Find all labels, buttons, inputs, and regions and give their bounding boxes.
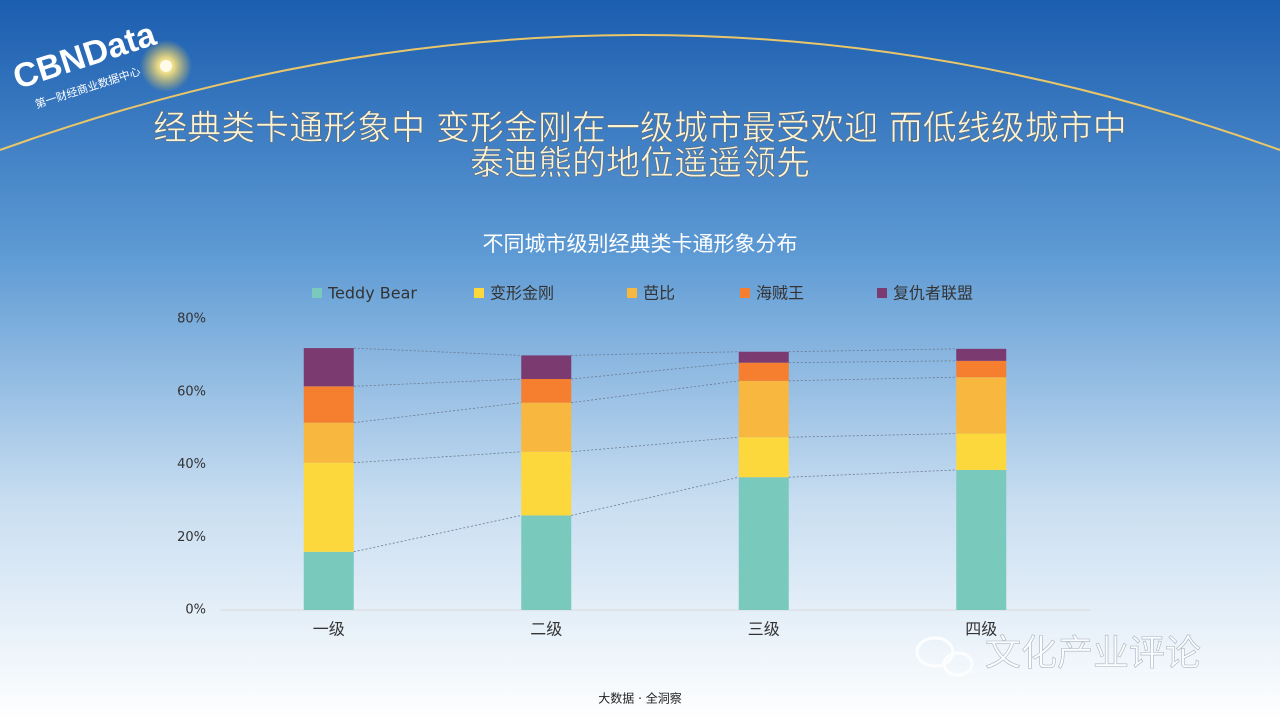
bar-segment: [956, 348, 1007, 361]
legend-swatch: [627, 288, 637, 298]
legend-label: 复仇者联盟: [893, 284, 973, 303]
wechat-icon: [915, 636, 955, 668]
bar-segment: [303, 348, 354, 387]
x-tick-label: 三级: [748, 620, 780, 639]
bar-segment: [521, 355, 572, 380]
sun-core: [160, 60, 172, 72]
x-tick-label: 一级: [313, 620, 345, 639]
legend-label: 芭比: [643, 284, 675, 303]
y-tick-label: 80%: [177, 312, 206, 327]
legend-swatch: [474, 288, 484, 298]
bar-segment: [738, 362, 789, 381]
bar-segment: [521, 379, 572, 403]
connector-line: [353, 515, 522, 553]
y-tick-label: 20%: [177, 530, 206, 545]
headline: 经典类卡通形象中 变形金刚在一级城市最受欢迎 而低线级城市中: [153, 109, 1127, 149]
bar-segment: [303, 462, 354, 552]
horizon-arc: [0, 34, 1280, 151]
connector-line: [571, 436, 739, 453]
connector-line: [353, 402, 522, 424]
connector-line: [571, 476, 739, 516]
bar-segment: [303, 386, 354, 423]
legend-swatch: [312, 288, 322, 298]
x-tick-label: 四级: [965, 620, 997, 639]
headline: 泰迪熊的地位遥遥领先: [470, 144, 810, 184]
y-tick-label: 0%: [185, 603, 206, 618]
bar-segment: [956, 377, 1007, 434]
legend-swatch: [740, 288, 750, 298]
legend-swatch: [877, 288, 887, 298]
bar-segment: [303, 422, 354, 463]
y-tick-label: 40%: [177, 457, 206, 472]
bar-segment: [738, 351, 789, 363]
footer: 大数据 · 全洞察: [598, 691, 681, 706]
legend-label: 海贼王: [756, 284, 804, 303]
legend-label: Teddy Bear: [327, 284, 417, 303]
legend-label: 变形金刚: [490, 284, 554, 303]
connector-line: [571, 362, 739, 380]
bar-segment: [956, 360, 1007, 378]
bar-segment: [738, 380, 789, 438]
bar-segment: [738, 477, 789, 610]
connector-line: [571, 380, 739, 404]
bar-segment: [738, 437, 789, 478]
watermark-text: 文化产业评论: [985, 633, 1201, 674]
bar-segment: [521, 451, 572, 516]
bar-segment: [303, 551, 354, 610]
wechat-icon: [942, 651, 974, 677]
x-tick-label: 二级: [530, 620, 562, 639]
bar-segment: [956, 469, 1007, 610]
y-tick-label: 60%: [177, 384, 206, 399]
bar-segment: [521, 402, 572, 452]
chart: 0% 20% 40% 60% 80% Teddy Bear 变形金刚 芭比 海贼王 复仇者联盟一级…: [177, 284, 1090, 639]
watermark: 文化产业评论: [915, 633, 1201, 677]
chart-title: 不同城市级别经典类卡通形象分布: [483, 232, 798, 256]
bar-segment: [956, 433, 1007, 470]
bar-segment: [521, 515, 572, 610]
